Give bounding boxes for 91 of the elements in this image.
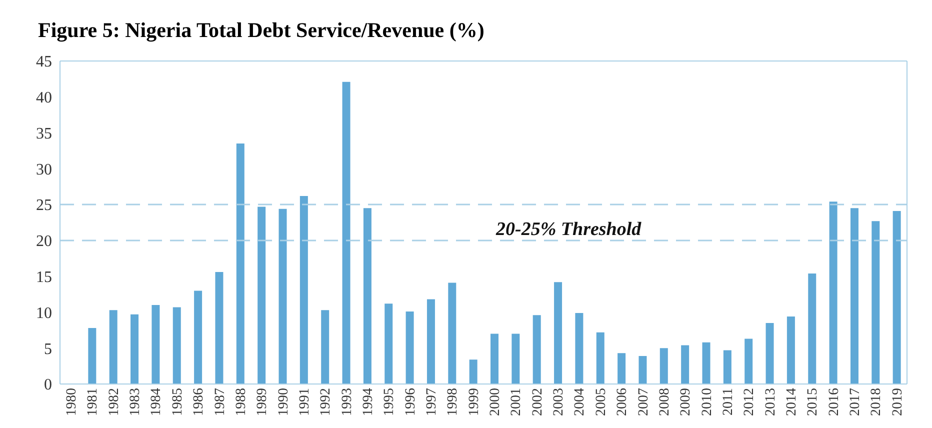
x-tick-label: 1988	[234, 388, 249, 416]
annotation: 20-25% Threshold	[496, 219, 642, 241]
bar	[702, 342, 710, 384]
bar	[448, 282, 456, 384]
x-tick-label: 1983	[128, 388, 144, 416]
bar	[384, 304, 393, 384]
bar	[406, 312, 414, 384]
y-tick-label: 30	[36, 161, 52, 178]
x-tick-label: 2004	[572, 388, 588, 416]
bar	[808, 273, 816, 384]
bar	[744, 338, 753, 384]
bar	[766, 322, 774, 384]
bar	[596, 332, 604, 384]
x-tick-label: 2000	[488, 388, 504, 416]
bar	[258, 206, 266, 384]
bar	[342, 82, 350, 384]
x-tick-label: 2012	[742, 388, 758, 416]
bar	[638, 356, 647, 384]
x-tick-label: 1994	[360, 388, 376, 416]
bar	[575, 312, 584, 384]
bar	[300, 196, 308, 384]
x-tick-label: 2006	[615, 388, 630, 416]
x-tick-label: 1993	[340, 388, 355, 416]
bar	[152, 305, 160, 384]
y-tick-label: 40	[36, 90, 52, 107]
bar	[194, 290, 202, 384]
x-tick-label: 2005	[594, 388, 609, 416]
bar	[490, 334, 498, 384]
x-tick-label: 2001	[509, 388, 524, 416]
x-tick-label: 1990	[276, 388, 292, 416]
bar	[130, 314, 139, 384]
bar	[892, 211, 901, 384]
y-tick-label: 5	[44, 340, 52, 358]
x-tick-label: 2008	[657, 388, 672, 416]
bar	[88, 328, 96, 384]
y-tick-label: 10	[36, 304, 52, 322]
x-tick-label: 2007	[636, 388, 652, 416]
x-tick-label: 1996	[403, 388, 418, 416]
bar	[278, 208, 287, 384]
x-tick-label: 1980	[64, 388, 80, 416]
bar	[723, 350, 732, 384]
x-tick-label: 2017	[848, 388, 864, 416]
x-tick-label: 2013	[763, 388, 778, 416]
bar	[469, 360, 478, 384]
x-tick-label: 1995	[382, 388, 398, 416]
x-tick-label: 2016	[826, 388, 842, 416]
x-tick-label: 1982	[106, 388, 122, 416]
x-tick-label: 1997	[424, 388, 440, 416]
x-tick-label: 2015	[806, 388, 821, 416]
bar	[786, 316, 795, 384]
y-tick-label: 25	[36, 197, 52, 214]
bar	[554, 282, 562, 384]
y-tick-label: 15	[36, 269, 52, 286]
y-tick-label: 0	[44, 376, 52, 394]
y-tick-label: 20	[36, 233, 52, 250]
bar	[681, 345, 690, 384]
bar	[618, 353, 626, 384]
x-tick-label: 2009	[678, 388, 694, 416]
x-tick-label: 1991	[297, 388, 312, 416]
bar	[660, 348, 668, 384]
x-tick-label: 2003	[552, 388, 567, 416]
bar	[363, 208, 372, 384]
bar	[850, 208, 858, 384]
bar	[321, 310, 330, 384]
bar	[512, 334, 520, 384]
x-tick-label: 2010	[700, 388, 715, 416]
x-tick-label: 1989	[255, 388, 270, 416]
x-tick-label: 2014	[784, 388, 800, 416]
x-tick-label: 2011	[720, 388, 736, 416]
bar	[236, 144, 244, 384]
x-tick-label: 1986	[192, 388, 207, 416]
bar	[172, 307, 181, 384]
x-tick-label: 1992	[318, 388, 334, 416]
bar	[532, 315, 541, 384]
y-tick-label: 45	[36, 54, 52, 71]
chart-title: Figure 5: Nigeria Total Debt Service/Revenue (%)	[37, 17, 486, 44]
x-tick-label: 1984	[149, 388, 164, 416]
x-tick-label: 2002	[530, 388, 546, 416]
x-tick-label: 1999	[466, 388, 482, 416]
x-tick-label: 2019	[890, 388, 906, 416]
x-tick-label: 1998	[446, 388, 461, 416]
x-tick-label: 1981	[86, 388, 101, 416]
x-tick-label: 1987	[212, 388, 228, 416]
bar	[426, 299, 435, 384]
x-tick-label: 1985	[170, 388, 186, 416]
bar	[872, 221, 880, 384]
bar	[215, 272, 224, 384]
bar	[109, 310, 118, 384]
bar	[829, 202, 838, 384]
x-tick-label: 2018	[869, 388, 884, 416]
y-tick-label: 35	[36, 125, 52, 142]
